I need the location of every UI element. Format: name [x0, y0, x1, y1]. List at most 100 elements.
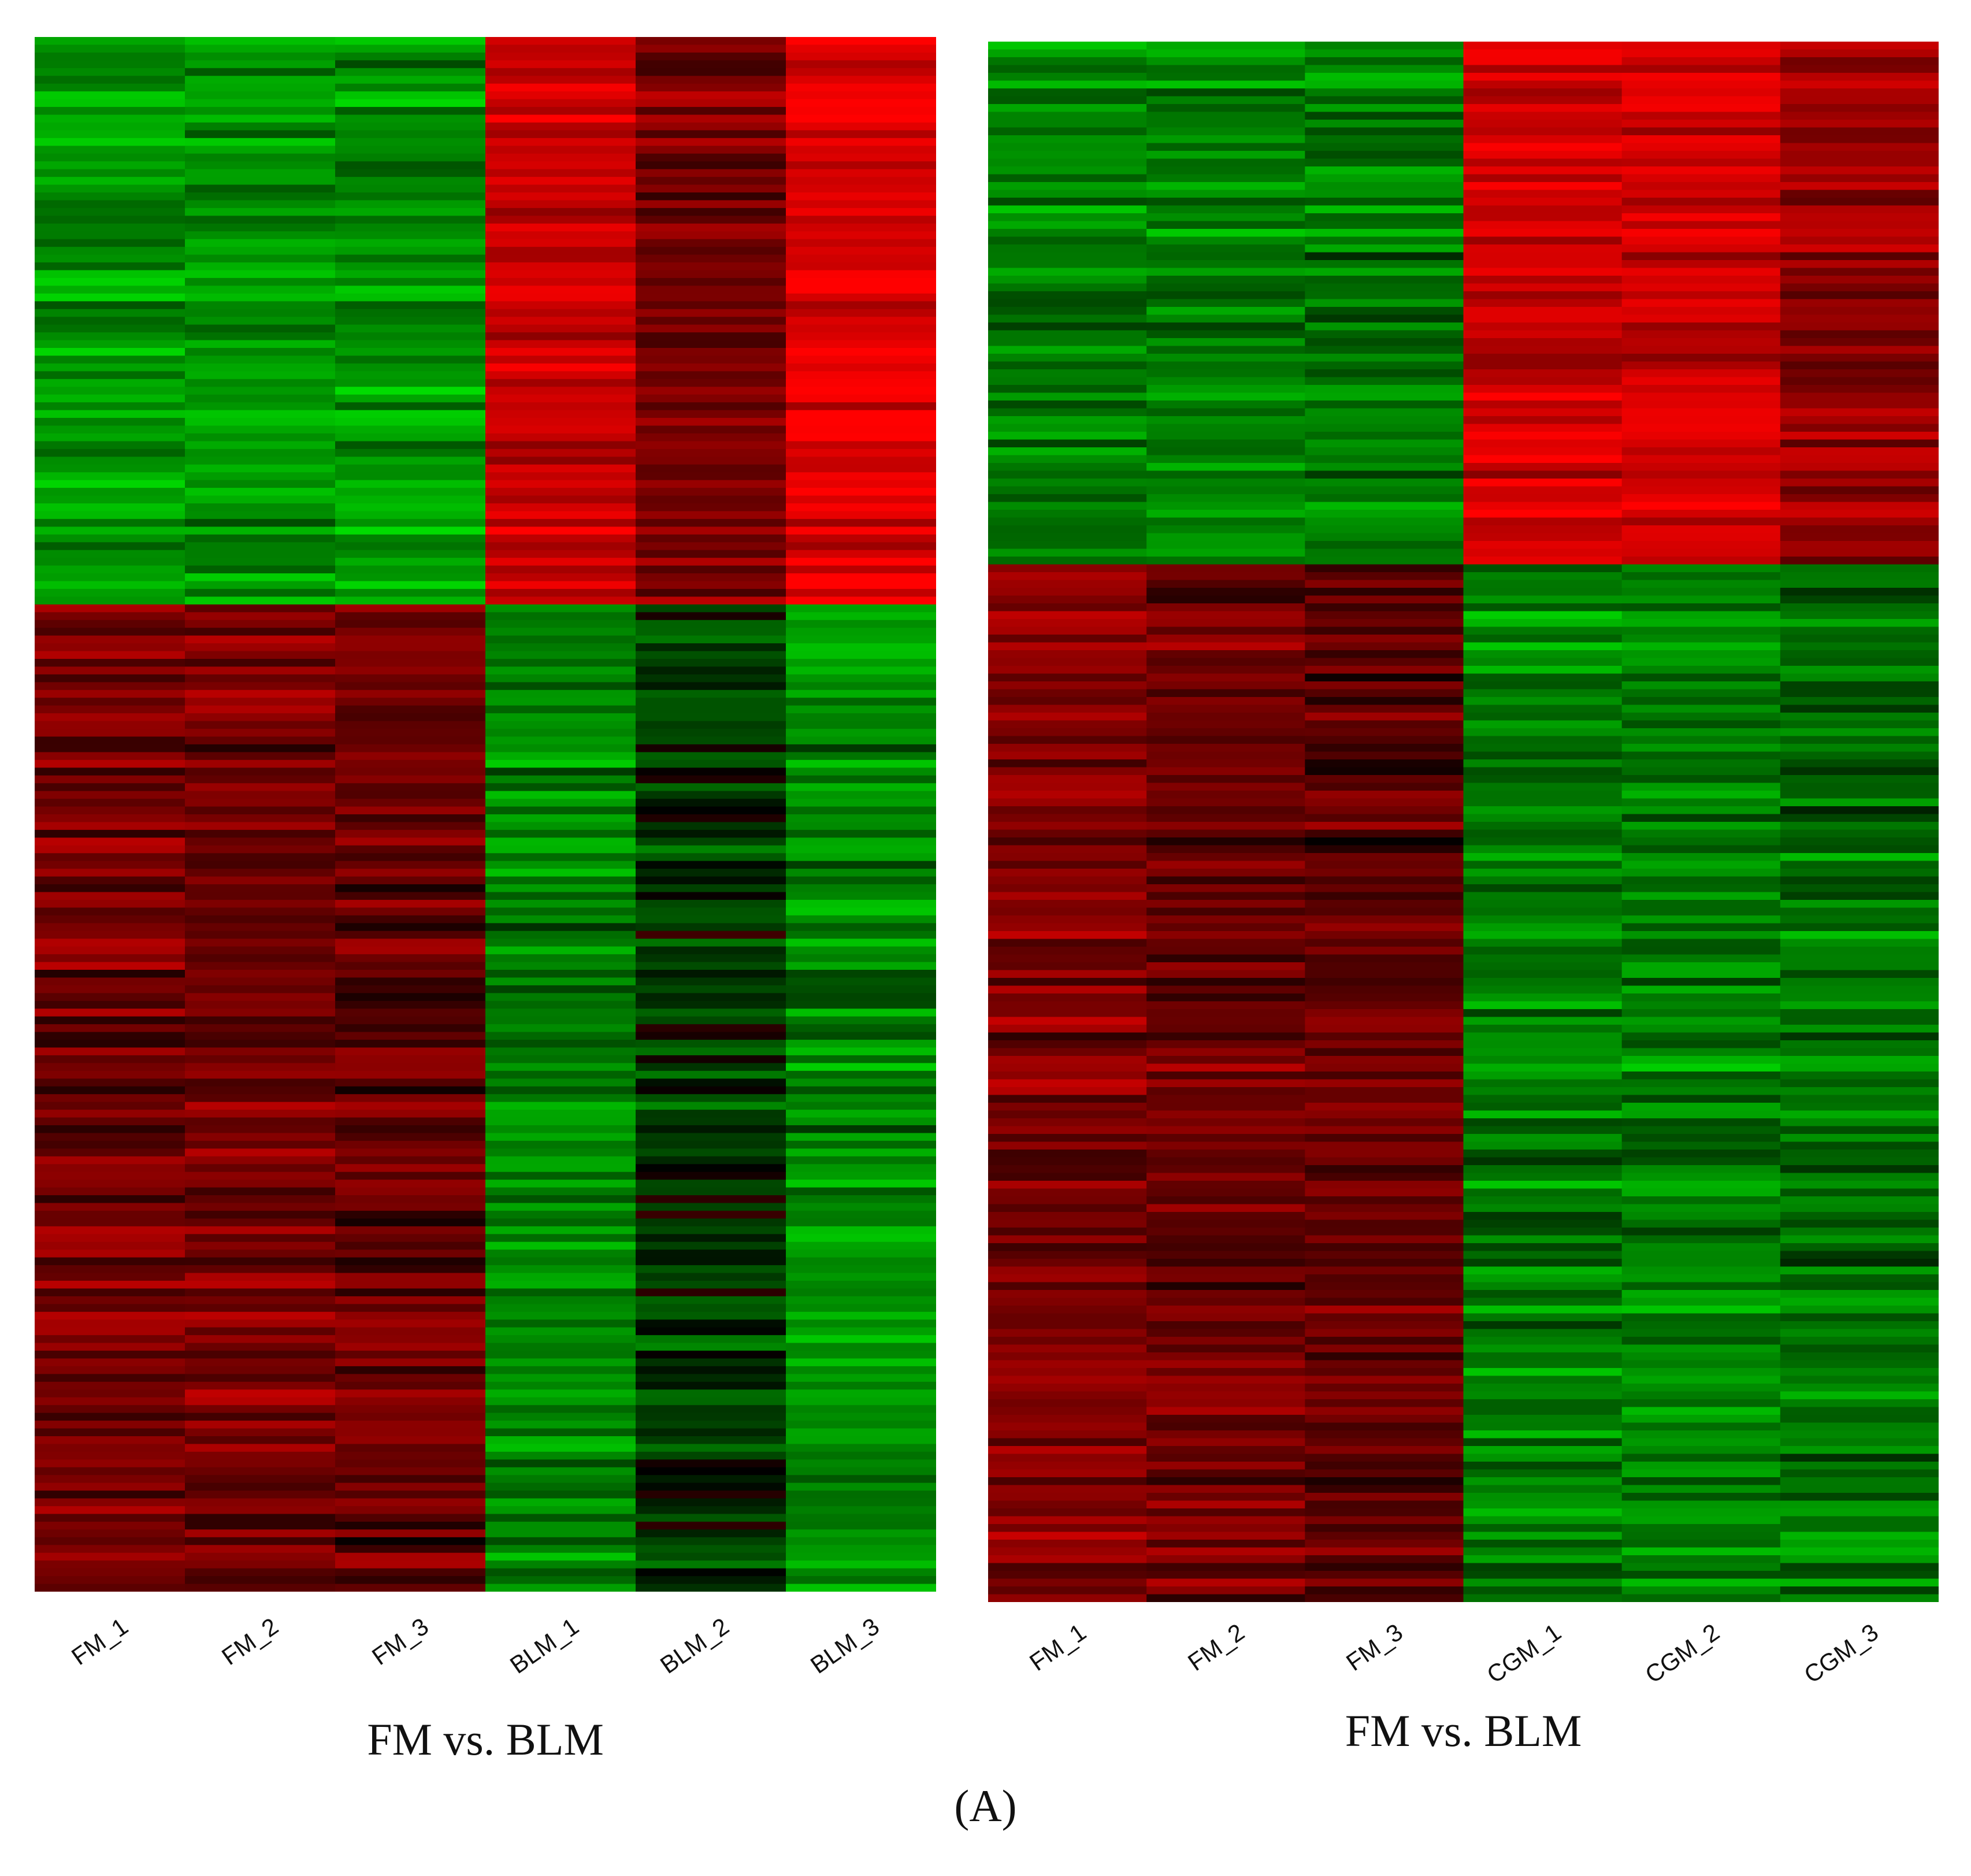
heatmap-cell: [1780, 49, 1939, 58]
heatmap-cell: [636, 573, 786, 582]
heatmap-cell: [988, 439, 1147, 448]
heatmap-cell: [1305, 1407, 1464, 1415]
heatmap-cell: [1780, 642, 1939, 651]
heatmap-cell: [1305, 1266, 1464, 1275]
heatmap-cell: [1780, 354, 1939, 362]
heatmap-cell: [185, 729, 336, 737]
heatmap-cell: [988, 1118, 1147, 1127]
heatmap-cell: [35, 1117, 185, 1126]
heatmap-cell: [1463, 260, 1623, 269]
heatmap-cell: [35, 1475, 185, 1484]
heatmap-cell: [485, 853, 636, 862]
heatmap-cell: [1780, 1391, 1939, 1400]
heatmap-cell: [1146, 401, 1305, 409]
heatmap-cell: [35, 371, 185, 380]
heatmap-cell: [35, 573, 185, 582]
heatmap-cell: [35, 1110, 185, 1118]
heatmap-cell: [35, 1203, 185, 1211]
heatmap-cell: [185, 45, 336, 53]
heatmap-cell: [1463, 884, 1623, 893]
heatmap-cell: [988, 1025, 1147, 1033]
heatmap-cell: [335, 1311, 486, 1320]
heatmap-cell: [988, 338, 1147, 347]
heatmap-cell: [485, 915, 636, 924]
heatmap-cell: [1146, 580, 1305, 588]
heatmap-cell: [1780, 236, 1939, 245]
heatmap-cell: [1146, 713, 1305, 721]
heatmap-cell: [1780, 1196, 1939, 1205]
heatmap-cell: [988, 314, 1147, 323]
heatmap-cell: [1780, 369, 1939, 378]
heatmap-cell: [35, 1164, 185, 1173]
heatmap-cell: [636, 814, 786, 823]
heatmap-cell: [185, 153, 336, 162]
heatmap-cell: [636, 1226, 786, 1234]
heatmap-cell: [1305, 1087, 1464, 1096]
heatmap-cell: [1146, 314, 1305, 323]
heatmap-cell: [185, 915, 336, 924]
heatmap-cell: [1621, 479, 1781, 487]
heatmap-cell: [1780, 751, 1939, 760]
heatmap-cell: [988, 1063, 1147, 1072]
heatmap-cell: [185, 1226, 336, 1234]
heatmap-cell: [35, 464, 185, 473]
heatmap-cell: [636, 682, 786, 691]
heatmap-cell: [35, 1055, 185, 1063]
heatmap-cell: [1621, 923, 1781, 932]
heatmap-cell: [1463, 1438, 1623, 1447]
heatmap-cell: [1780, 869, 1939, 877]
heatmap-cell: [988, 268, 1147, 276]
heatmap-cell: [335, 122, 486, 131]
heatmap-cell: [636, 1250, 786, 1258]
heatmap-cell: [1305, 1025, 1464, 1033]
heatmap-cell: [185, 379, 336, 387]
heatmap-cell: [1780, 166, 1939, 175]
heatmap-cell: [185, 806, 336, 815]
heatmap-cell: [335, 464, 486, 473]
heatmap-cell: [1146, 954, 1305, 963]
heatmap-cell: [1305, 1500, 1464, 1509]
heatmap-cell: [988, 291, 1147, 300]
heatmap-cell: [1780, 572, 1939, 581]
heatmap-cell: [335, 558, 486, 566]
heatmap-cell: [185, 1444, 336, 1452]
heatmap-cell: [1146, 198, 1305, 206]
heatmap-cell: [35, 1412, 185, 1421]
heatmap-cell: [335, 861, 486, 869]
column-label: CGM_2: [1640, 1618, 1725, 1689]
heatmap-cell: [185, 1412, 336, 1421]
heatmap-cell: [485, 659, 636, 668]
heatmap-cell: [988, 1181, 1147, 1189]
heatmap-cell: [1621, 1391, 1781, 1400]
heatmap-cell: [1463, 1547, 1623, 1556]
heatmap-cell: [1305, 666, 1464, 674]
heatmap-cell: [636, 651, 786, 659]
heatmap-cell: [1146, 1228, 1305, 1236]
heatmap-cell: [786, 799, 936, 807]
heatmap-cell: [1146, 635, 1305, 643]
heatmap-cell: [636, 76, 786, 84]
heatmap-cell: [1305, 486, 1464, 495]
heatmap-cell: [636, 231, 786, 240]
heatmap-cell: [988, 166, 1147, 175]
heatmap-cell: [1146, 947, 1305, 955]
heatmap-cell: [1146, 931, 1305, 940]
heatmap-cell: [485, 1405, 636, 1414]
heatmap-cell: [786, 192, 936, 201]
heatmap-cell: [1463, 697, 1623, 706]
heatmap-cell: [185, 946, 336, 955]
heatmap-cell: [1621, 572, 1781, 581]
heatmap-cell: [485, 666, 636, 675]
heatmap-cell: [1780, 1524, 1939, 1533]
heatmap-cell: [636, 861, 786, 869]
heatmap-cell: [786, 348, 936, 357]
heatmap-cell: [636, 480, 786, 488]
heatmap-cell: [1621, 1048, 1781, 1056]
heatmap-cell: [485, 1140, 636, 1149]
heatmap-cell: [1463, 229, 1623, 238]
heatmap-cell: [1305, 1508, 1464, 1517]
heatmap-cell: [1463, 1048, 1623, 1056]
heatmap-cell: [1463, 307, 1623, 316]
heatmap-cell: [1463, 338, 1623, 347]
heatmap-cell: [1780, 1048, 1939, 1056]
